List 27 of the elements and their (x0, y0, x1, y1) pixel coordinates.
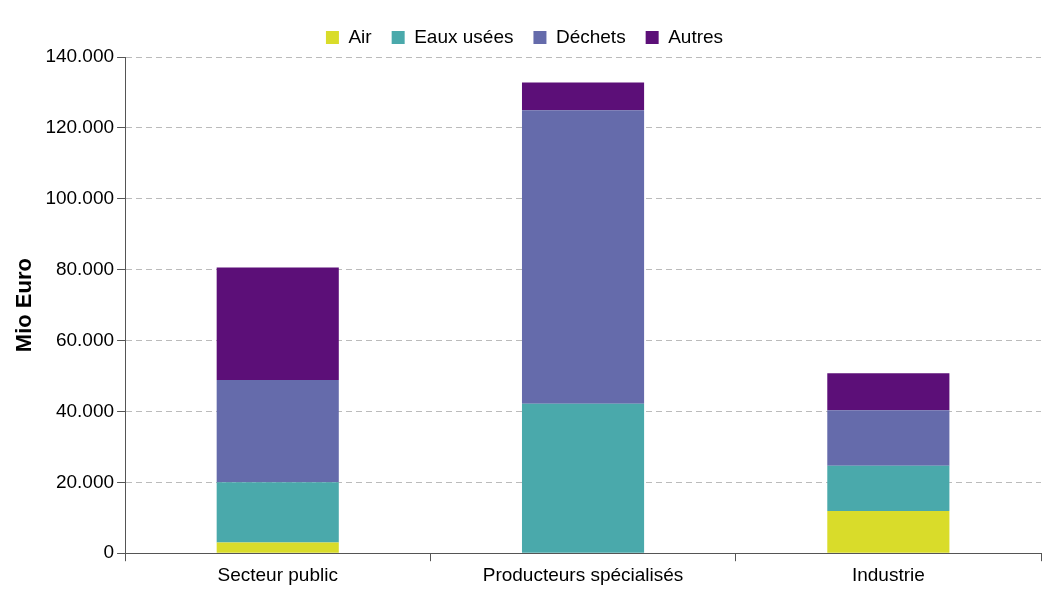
bar (216, 379, 339, 483)
bar (521, 110, 645, 404)
x-tick-label: Producteurs spécialisés (482, 563, 684, 585)
y-axis-title: Mio Euro (11, 258, 37, 353)
legend-label: Déchets (555, 25, 626, 47)
bar (521, 82, 645, 111)
legend-label: Eaux usées (414, 25, 514, 47)
x-tick-label: Industrie (851, 563, 925, 585)
legend-label: Autres (668, 25, 724, 47)
y-tick-label: 20.000 (55, 470, 115, 492)
bar (216, 482, 339, 543)
bar (827, 410, 950, 466)
x-tick-label: Secteur public (217, 563, 338, 585)
y-tick-label: 80.000 (55, 257, 115, 279)
y-tick-label: 0 (103, 541, 115, 563)
y-tick-label: 60.000 (55, 328, 115, 350)
legend-label: Air (348, 25, 373, 47)
bar (521, 403, 645, 553)
bar (827, 465, 950, 512)
bar (216, 267, 339, 380)
y-tick-label: 140.000 (45, 45, 115, 67)
y-tick-label: 100.000 (45, 187, 115, 209)
bar (827, 373, 950, 411)
bar (216, 542, 339, 553)
y-tick-label: 120.000 (45, 116, 115, 138)
bar (827, 511, 950, 553)
y-tick-label: 40.000 (55, 399, 115, 421)
